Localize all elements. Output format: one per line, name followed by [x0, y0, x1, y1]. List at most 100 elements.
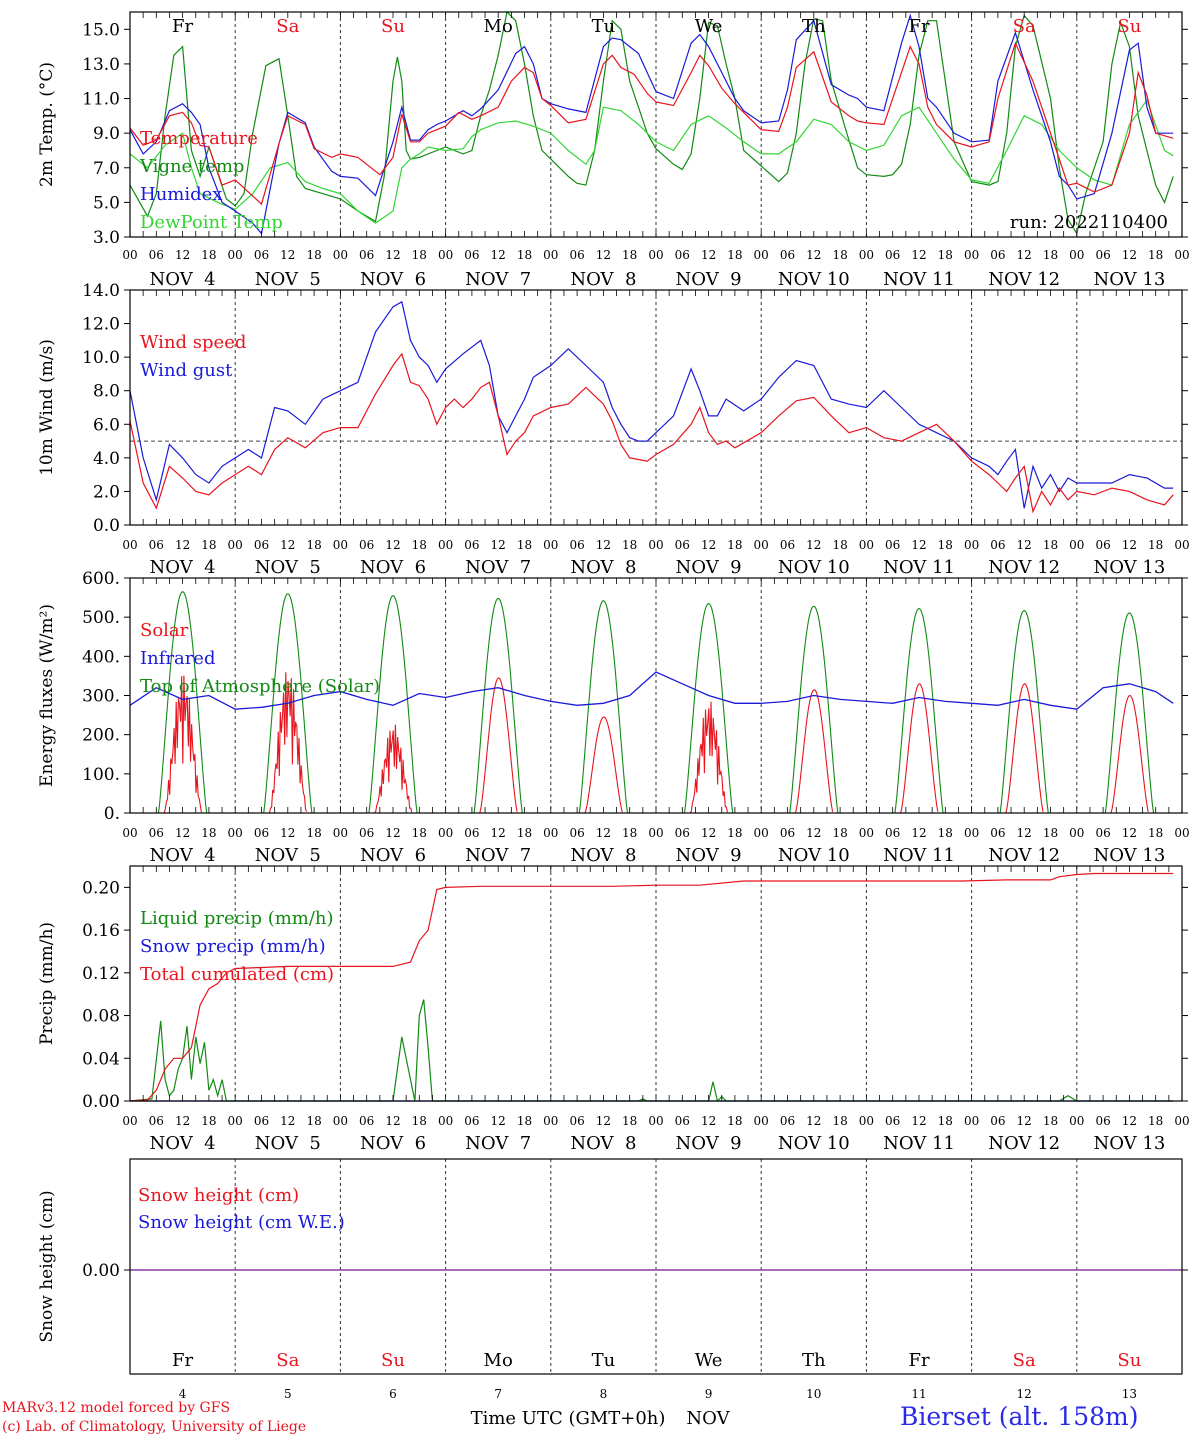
hour-tick-label: 12 [175, 826, 190, 840]
hour-tick-label: 06 [990, 248, 1005, 262]
hour-tick-label: 00 [1069, 538, 1084, 552]
series-toa-day-2 [263, 593, 313, 814]
hour-tick-label: 18 [938, 826, 953, 840]
date-label: NOV 7 [465, 557, 531, 578]
series-toa-day-3 [368, 594, 418, 814]
hour-tick-label: 18 [832, 538, 847, 552]
hour-tick-label: 00 [1174, 826, 1189, 840]
y-axis-label: Energy fluxes (W/m²) [37, 604, 57, 787]
series-toa-day-7 [789, 605, 839, 814]
day-abbrev: Tu [592, 1350, 616, 1371]
hour-tick-label: 06 [885, 248, 900, 262]
y-tick-label: 0.16 [82, 921, 120, 941]
date-label: NOV 11 [883, 557, 955, 578]
hour-tick-label: 18 [412, 1114, 427, 1128]
y-tick-label: 0.20 [82, 878, 120, 898]
hour-tick-label: 12 [491, 538, 506, 552]
credit-line-model: MARv3.12 model forced by GFS [2, 1400, 231, 1416]
date-label: NOV 4 [150, 845, 216, 866]
day-abbrev: Su [381, 16, 405, 37]
date-label: NOV 11 [883, 269, 955, 290]
plot-frame [129, 289, 1183, 526]
plot-frame [129, 865, 1183, 1102]
hour-tick-label: 00 [543, 826, 558, 840]
hour-tick-label: 12 [1017, 1114, 1032, 1128]
series-solar-day-7 [794, 689, 834, 814]
hour-tick-label: 00 [964, 1114, 979, 1128]
day-abbrev: Sa [276, 1350, 299, 1371]
temp-legend-2: Humidex [140, 184, 222, 205]
day-abbrev: Fr [908, 16, 929, 37]
hour-tick-label: 06 [780, 1114, 795, 1128]
energy-legend-1: Infrared [140, 648, 215, 669]
hour-tick-label: 18 [201, 248, 216, 262]
series-temperature [129, 41, 1174, 206]
date-label: NOV 6 [360, 1133, 426, 1154]
hour-tick-label: 18 [1043, 826, 1058, 840]
hour-tick-label: 06 [885, 1114, 900, 1128]
hour-tick-label: 06 [359, 826, 374, 840]
date-label: NOV 9 [676, 269, 742, 290]
y-tick-label: 12.0 [82, 315, 120, 335]
date-label: NOV 11 [883, 845, 955, 866]
y-tick-label: 4.0 [93, 449, 120, 469]
bottom-day-number: 11 [911, 1387, 926, 1401]
date-label: NOV 13 [1093, 557, 1165, 578]
hour-tick-label: 12 [806, 1114, 821, 1128]
y-tick-label: 300. [82, 687, 120, 707]
temp-legend-3: DewPoint Temp [140, 212, 283, 233]
series-toa-day-5 [578, 600, 629, 814]
hour-tick-label: 18 [938, 248, 953, 262]
hour-tick-label: 12 [385, 538, 400, 552]
hour-tick-label: 12 [596, 1114, 611, 1128]
date-label: NOV 7 [465, 269, 531, 290]
hour-tick-label: 00 [964, 248, 979, 262]
hour-tick-label: 06 [1095, 1114, 1110, 1128]
hour-tick-label: 06 [780, 826, 795, 840]
y-tick-label: 400. [82, 647, 120, 667]
hour-tick-label: 06 [464, 248, 479, 262]
hour-tick-label: 06 [149, 1114, 164, 1128]
hour-tick-label: 00 [122, 826, 137, 840]
hour-tick-label: 18 [938, 1114, 953, 1128]
y-tick-label: 500. [82, 608, 120, 628]
precip-legend-0: Liquid precip (mm/h) [140, 908, 334, 929]
bottom-day-number: 8 [600, 1387, 608, 1401]
series-wind-gust [129, 300, 1174, 509]
panel-snow: 0.00 Snow height (cm) Snow height (cm) Snow… [37, 1158, 1188, 1429]
series-toa-day-8 [894, 607, 944, 814]
date-label: NOV 6 [360, 269, 426, 290]
hour-tick-label: 18 [306, 248, 321, 262]
hour-tick-label: 06 [569, 248, 584, 262]
x-axis-unit: NOV [686, 1408, 730, 1429]
date-label: NOV 13 [1093, 845, 1165, 866]
hour-tick-label: 00 [438, 1114, 453, 1128]
hour-tick-label: 12 [280, 538, 295, 552]
series-liquid-precip-mm-h- [129, 999, 1174, 1103]
hour-tick-label: 06 [885, 538, 900, 552]
y-tick-label: 8.0 [93, 382, 120, 402]
hour-tick-label: 00 [754, 826, 769, 840]
hour-tick-label: 06 [149, 538, 164, 552]
hour-tick-label: 06 [675, 826, 690, 840]
hour-tick-label: 00 [1069, 1114, 1084, 1128]
hour-tick-label: 12 [701, 248, 716, 262]
hour-tick-label: 18 [1148, 538, 1163, 552]
hour-tick-label: 00 [964, 538, 979, 552]
hour-tick-label: 00 [754, 538, 769, 552]
hour-tick-label: 06 [359, 1114, 374, 1128]
hour-tick-label: 12 [806, 248, 821, 262]
day-abbrev: Sa [1013, 1350, 1036, 1371]
series-wind-speed [129, 352, 1174, 514]
hour-tick-label: 18 [517, 538, 532, 552]
hour-tick-label: 12 [911, 1114, 926, 1128]
series-solar-day-1 [163, 675, 202, 814]
day-abbrev: Tu [592, 16, 616, 37]
y-tick-label: 0.00 [82, 1092, 120, 1112]
hour-tick-label: 00 [438, 538, 453, 552]
date-label: NOV 5 [255, 557, 321, 578]
hour-tick-label: 12 [911, 248, 926, 262]
hour-tick-label: 00 [648, 826, 663, 840]
hour-tick-label: 18 [1043, 248, 1058, 262]
series-solar-day-3 [374, 724, 413, 814]
